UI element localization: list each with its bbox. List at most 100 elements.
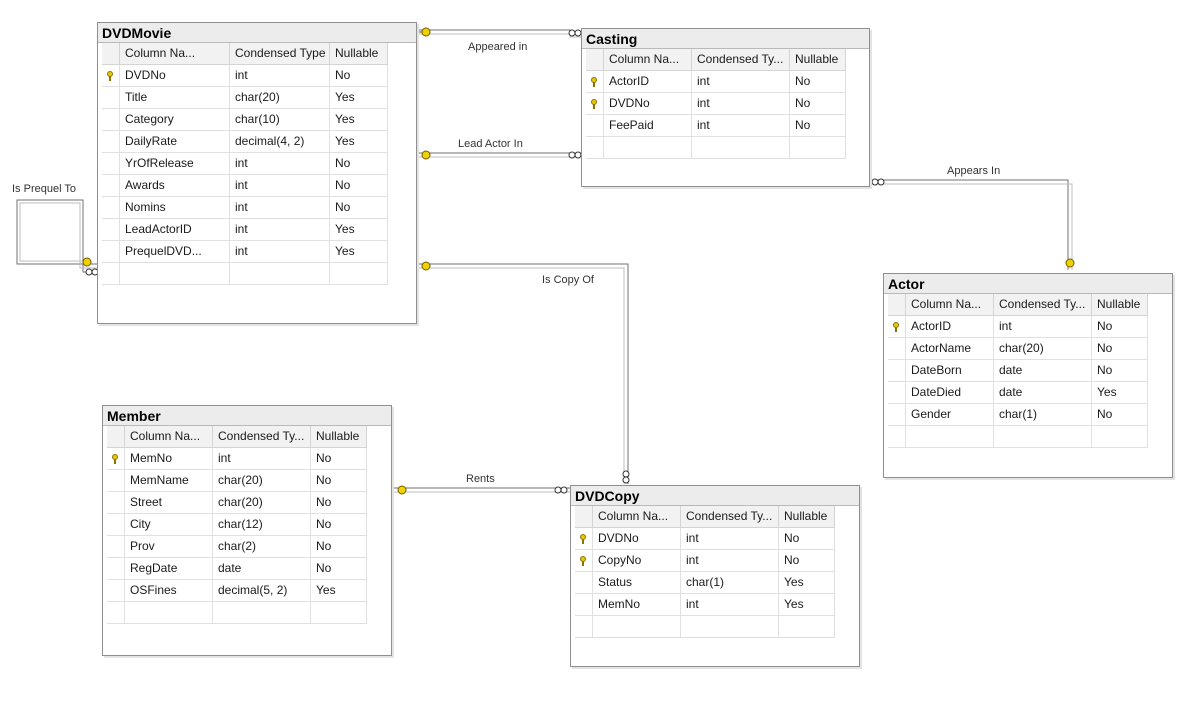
empty-new-row[interactable]: [102, 263, 388, 285]
column-row[interactable]: DateBorn date No: [888, 360, 1148, 382]
row-selector[interactable]: [102, 87, 120, 109]
column-row[interactable]: MemNo int Yes: [575, 594, 835, 616]
row-selector[interactable]: [102, 153, 120, 175]
row-selector[interactable]: [102, 241, 120, 263]
column-row[interactable]: ActorID int No: [888, 316, 1148, 338]
empty-cell[interactable]: [692, 137, 790, 159]
table-dvdmovie[interactable]: DVDMovie Column Na... Condensed Type Nulla…: [97, 22, 417, 324]
row-selector-header: [102, 43, 120, 65]
row-selector[interactable]: [586, 137, 604, 159]
table-title[interactable]: DVDMovie: [98, 23, 416, 43]
column-row[interactable]: ActorID int No: [586, 71, 846, 93]
row-selector[interactable]: [888, 382, 906, 404]
row-selector[interactable]: [107, 448, 125, 470]
empty-cell[interactable]: [125, 602, 213, 624]
column-row[interactable]: DVDNo int No: [102, 65, 388, 87]
empty-cell[interactable]: [213, 602, 311, 624]
column-row[interactable]: CopyNo int No: [575, 550, 835, 572]
empty-new-row[interactable]: [575, 616, 835, 638]
column-name-cell: ActorID: [604, 71, 692, 93]
row-selector[interactable]: [575, 550, 593, 572]
column-type-cell: char(2): [213, 536, 311, 558]
row-selector[interactable]: [888, 426, 906, 448]
empty-cell[interactable]: [120, 263, 230, 285]
empty-cell[interactable]: [779, 616, 835, 638]
column-row[interactable]: Status char(1) Yes: [575, 572, 835, 594]
row-selector[interactable]: [575, 594, 593, 616]
row-selector[interactable]: [107, 602, 125, 624]
column-row[interactable]: OSFines decimal(5, 2) Yes: [107, 580, 367, 602]
row-selector[interactable]: [888, 316, 906, 338]
column-row[interactable]: DVDNo int No: [586, 93, 846, 115]
empty-new-row[interactable]: [107, 602, 367, 624]
row-selector[interactable]: [107, 470, 125, 492]
column-row[interactable]: MemName char(20) No: [107, 470, 367, 492]
empty-cell[interactable]: [230, 263, 330, 285]
column-row[interactable]: FeePaid int No: [586, 115, 846, 137]
column-nullable-cell: No: [330, 175, 388, 197]
row-selector[interactable]: [102, 65, 120, 87]
column-row[interactable]: DateDied date Yes: [888, 382, 1148, 404]
row-selector[interactable]: [888, 404, 906, 426]
table-casting[interactable]: Casting Column Na... Condensed Ty... Nulla…: [581, 28, 870, 187]
column-row[interactable]: YrOfRelease int No: [102, 153, 388, 175]
empty-cell[interactable]: [604, 137, 692, 159]
column-row[interactable]: LeadActorID int Yes: [102, 219, 388, 241]
empty-cell[interactable]: [330, 263, 388, 285]
row-selector[interactable]: [575, 528, 593, 550]
table-title[interactable]: Member: [103, 406, 391, 426]
column-row[interactable]: City char(12) No: [107, 514, 367, 536]
column-row[interactable]: RegDate date No: [107, 558, 367, 580]
empty-cell[interactable]: [1092, 426, 1148, 448]
column-type-cell: int: [692, 115, 790, 137]
table-dvdcopy[interactable]: DVDCopy Column Na... Condensed Ty... Nulla…: [570, 485, 860, 667]
table-actor[interactable]: Actor Column Na... Condensed Ty... Nullabl…: [883, 273, 1173, 478]
table-title[interactable]: Actor: [884, 274, 1172, 294]
column-row[interactable]: Street char(20) No: [107, 492, 367, 514]
empty-cell[interactable]: [593, 616, 681, 638]
row-selector[interactable]: [102, 131, 120, 153]
row-selector[interactable]: [107, 492, 125, 514]
empty-new-row[interactable]: [586, 137, 846, 159]
empty-cell[interactable]: [994, 426, 1092, 448]
column-row[interactable]: Prov char(2) No: [107, 536, 367, 558]
row-selector[interactable]: [102, 219, 120, 241]
row-selector[interactable]: [102, 197, 120, 219]
row-selector[interactable]: [575, 572, 593, 594]
row-selector[interactable]: [102, 263, 120, 285]
row-selector[interactable]: [888, 360, 906, 382]
column-row[interactable]: Title char(20) Yes: [102, 87, 388, 109]
table-title[interactable]: Casting: [582, 29, 869, 49]
row-selector[interactable]: [586, 115, 604, 137]
empty-cell[interactable]: [311, 602, 367, 624]
row-selector[interactable]: [107, 536, 125, 558]
column-row[interactable]: ActorName char(20) No: [888, 338, 1148, 360]
column-row[interactable]: Gender char(1) No: [888, 404, 1148, 426]
row-selector[interactable]: [107, 558, 125, 580]
row-selector[interactable]: [575, 616, 593, 638]
empty-cell[interactable]: [906, 426, 994, 448]
table-title[interactable]: DVDCopy: [571, 486, 859, 506]
column-type-cell: int: [681, 594, 779, 616]
table-member[interactable]: Member Column Na... Condensed Ty... Nullab…: [102, 405, 392, 656]
row-selector[interactable]: [107, 514, 125, 536]
column-row[interactable]: Category char(10) Yes: [102, 109, 388, 131]
empty-new-row[interactable]: [888, 426, 1148, 448]
column-row[interactable]: DailyRate decimal(4, 2) Yes: [102, 131, 388, 153]
column-row[interactable]: MemNo int No: [107, 448, 367, 470]
column-type-cell: int: [692, 71, 790, 93]
column-type-cell: char(20): [994, 338, 1092, 360]
empty-cell[interactable]: [681, 616, 779, 638]
column-row[interactable]: Nomins int No: [102, 197, 388, 219]
row-selector[interactable]: [102, 175, 120, 197]
row-selector[interactable]: [586, 71, 604, 93]
column-type-cell: int: [213, 448, 311, 470]
row-selector[interactable]: [888, 338, 906, 360]
row-selector[interactable]: [586, 93, 604, 115]
row-selector[interactable]: [102, 109, 120, 131]
row-selector[interactable]: [107, 580, 125, 602]
column-row[interactable]: Awards int No: [102, 175, 388, 197]
column-row[interactable]: PrequelDVD... int Yes: [102, 241, 388, 263]
column-row[interactable]: DVDNo int No: [575, 528, 835, 550]
empty-cell[interactable]: [790, 137, 846, 159]
